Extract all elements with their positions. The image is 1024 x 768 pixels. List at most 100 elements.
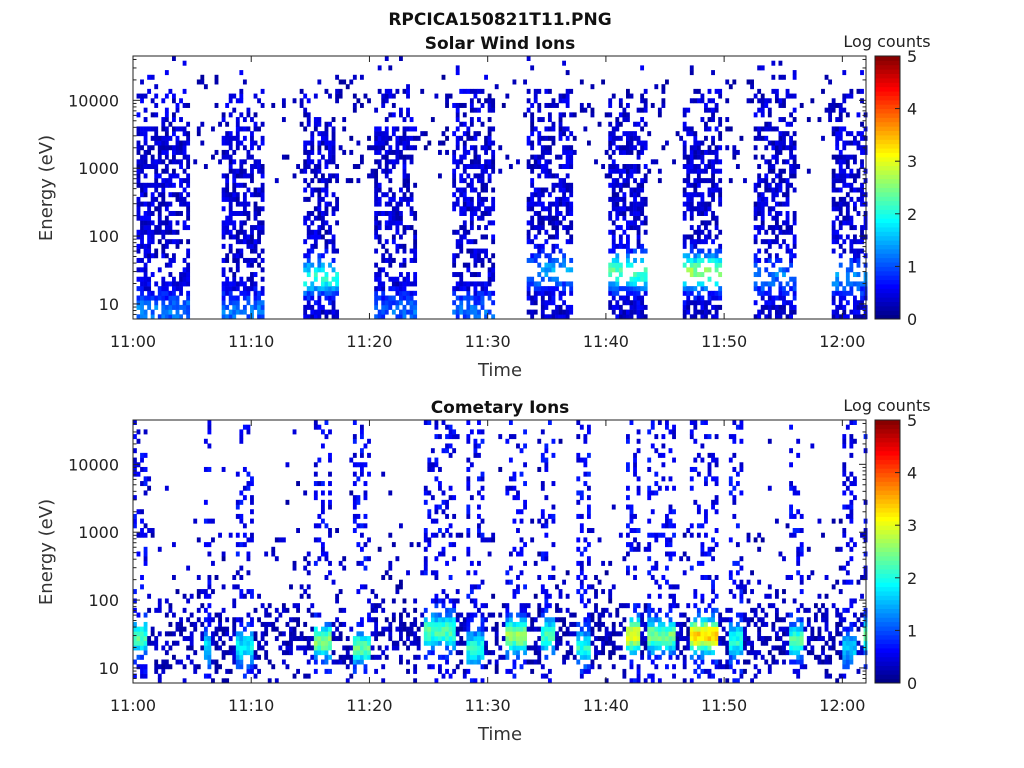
spectrogram-cell (377, 201, 382, 207)
spectrogram-cell (328, 560, 332, 566)
spectrogram-cell (427, 650, 432, 656)
spectrogram-cell (179, 210, 183, 216)
spectrogram-cell (331, 621, 336, 627)
spectrogram-cell (250, 168, 254, 174)
spectrogram-cell (239, 429, 244, 435)
spectrogram-cell (455, 117, 460, 123)
spectrogram-cell (303, 281, 308, 287)
spectrogram-cell (147, 243, 152, 249)
spectrogram-cell (508, 164, 513, 170)
spectrogram-cell (349, 645, 354, 651)
spectrogram-cell (618, 314, 623, 320)
spectrogram-cell (569, 309, 574, 315)
spectrogram-cell (838, 314, 843, 320)
spectrogram-cell (505, 626, 510, 632)
spectrogram-cell (618, 621, 623, 627)
spectrogram-cell (395, 243, 400, 249)
spectrogram-cell (643, 286, 648, 292)
spectrogram-cell (434, 593, 439, 599)
spectrogram-cell (711, 304, 715, 310)
spectrogram-cell (235, 192, 240, 198)
spectrogram-cell (469, 135, 474, 141)
spectrogram-cell (547, 593, 552, 599)
spectrogram-cell (374, 631, 379, 637)
spectrogram-cell (182, 257, 187, 263)
spectrogram-cell (406, 201, 410, 207)
spectrogram-cell (544, 173, 549, 179)
spectrogram-cell (789, 93, 793, 99)
spectrogram-cell (310, 603, 315, 609)
spectrogram-cell (636, 272, 641, 278)
spectrogram-cell (611, 281, 616, 287)
spectrogram-cell (150, 290, 155, 296)
spectrogram-cell (179, 621, 183, 627)
spectrogram-cell (789, 253, 793, 259)
spectrogram-cell (374, 187, 379, 193)
spectrogram-cell (477, 476, 481, 482)
spectrogram-cell (186, 295, 191, 301)
spectrogram-cell (363, 542, 368, 548)
spectrogram-cell (835, 314, 840, 320)
spectrogram-cell (320, 196, 325, 202)
spectrogram-cell (182, 272, 187, 278)
spectrogram-cell (306, 272, 311, 278)
spectrogram-cell (547, 678, 552, 684)
spectrogram-cell (537, 612, 542, 618)
spectrogram-cell (547, 668, 552, 674)
spectrogram-cell (388, 210, 393, 216)
spectrogram-cell (352, 164, 357, 170)
spectrogram-cell (150, 98, 155, 104)
spectrogram-cell (760, 126, 765, 132)
spectrogram-cell (491, 314, 496, 320)
spectrogram-cell (342, 117, 347, 123)
spectrogram-cell (491, 187, 496, 193)
spectrogram-cell (466, 173, 471, 179)
spectrogram-cell (640, 182, 645, 188)
spectrogram-cell (508, 636, 513, 642)
spectrogram-cell (257, 206, 261, 212)
spectrogram-cell (186, 262, 191, 268)
spectrogram-cell (143, 248, 148, 254)
spectrogram-cell (544, 617, 549, 623)
spectrogram-cell (172, 149, 176, 155)
spectrogram-cell (306, 300, 311, 306)
spectrogram-cell (466, 267, 471, 273)
spectrogram-cell (232, 225, 237, 231)
spectrogram-cell (452, 131, 457, 137)
spectrogram-cell (221, 112, 226, 118)
spectrogram-cell (320, 276, 325, 282)
spectrogram-cell (838, 196, 843, 202)
spectrogram-cell (629, 304, 634, 310)
spectrogram-cell (374, 220, 379, 226)
spectrogram-cell (689, 164, 694, 170)
spectrogram-cell (459, 225, 464, 231)
spectrogram-cell (849, 168, 854, 174)
spectrogram-cell (168, 295, 173, 301)
spectrogram-cell (533, 159, 538, 165)
spectrogram-cell (611, 262, 616, 268)
spectrogram-cell (136, 304, 141, 310)
spectrogram-cell (242, 210, 247, 216)
spectrogram-cell (473, 239, 478, 245)
spectrogram-cell (491, 206, 496, 212)
spectrogram-cell (835, 178, 840, 184)
spectrogram-cell (480, 295, 485, 301)
spectrogram-cell (381, 286, 386, 292)
spectrogram-cell (250, 164, 254, 170)
spectrogram-cell (491, 267, 496, 273)
spectrogram-cell (462, 192, 467, 198)
spectrogram-cell (455, 304, 460, 310)
spectrogram-cell (320, 187, 325, 193)
spectrogram-cell (611, 248, 616, 254)
spectrogram-cell (402, 126, 407, 132)
spectrogram-cell (452, 272, 457, 278)
spectrogram-cell (154, 668, 159, 674)
colorbar-swatch (875, 178, 900, 184)
spectrogram-cell (242, 257, 247, 263)
spectrogram-cell (399, 107, 403, 113)
spectrogram-cell (402, 262, 407, 268)
spectrogram-cell (306, 593, 311, 599)
spectrogram-cell (455, 309, 460, 315)
spectrogram-cell (225, 314, 230, 320)
spectrogram-cell (544, 300, 549, 306)
